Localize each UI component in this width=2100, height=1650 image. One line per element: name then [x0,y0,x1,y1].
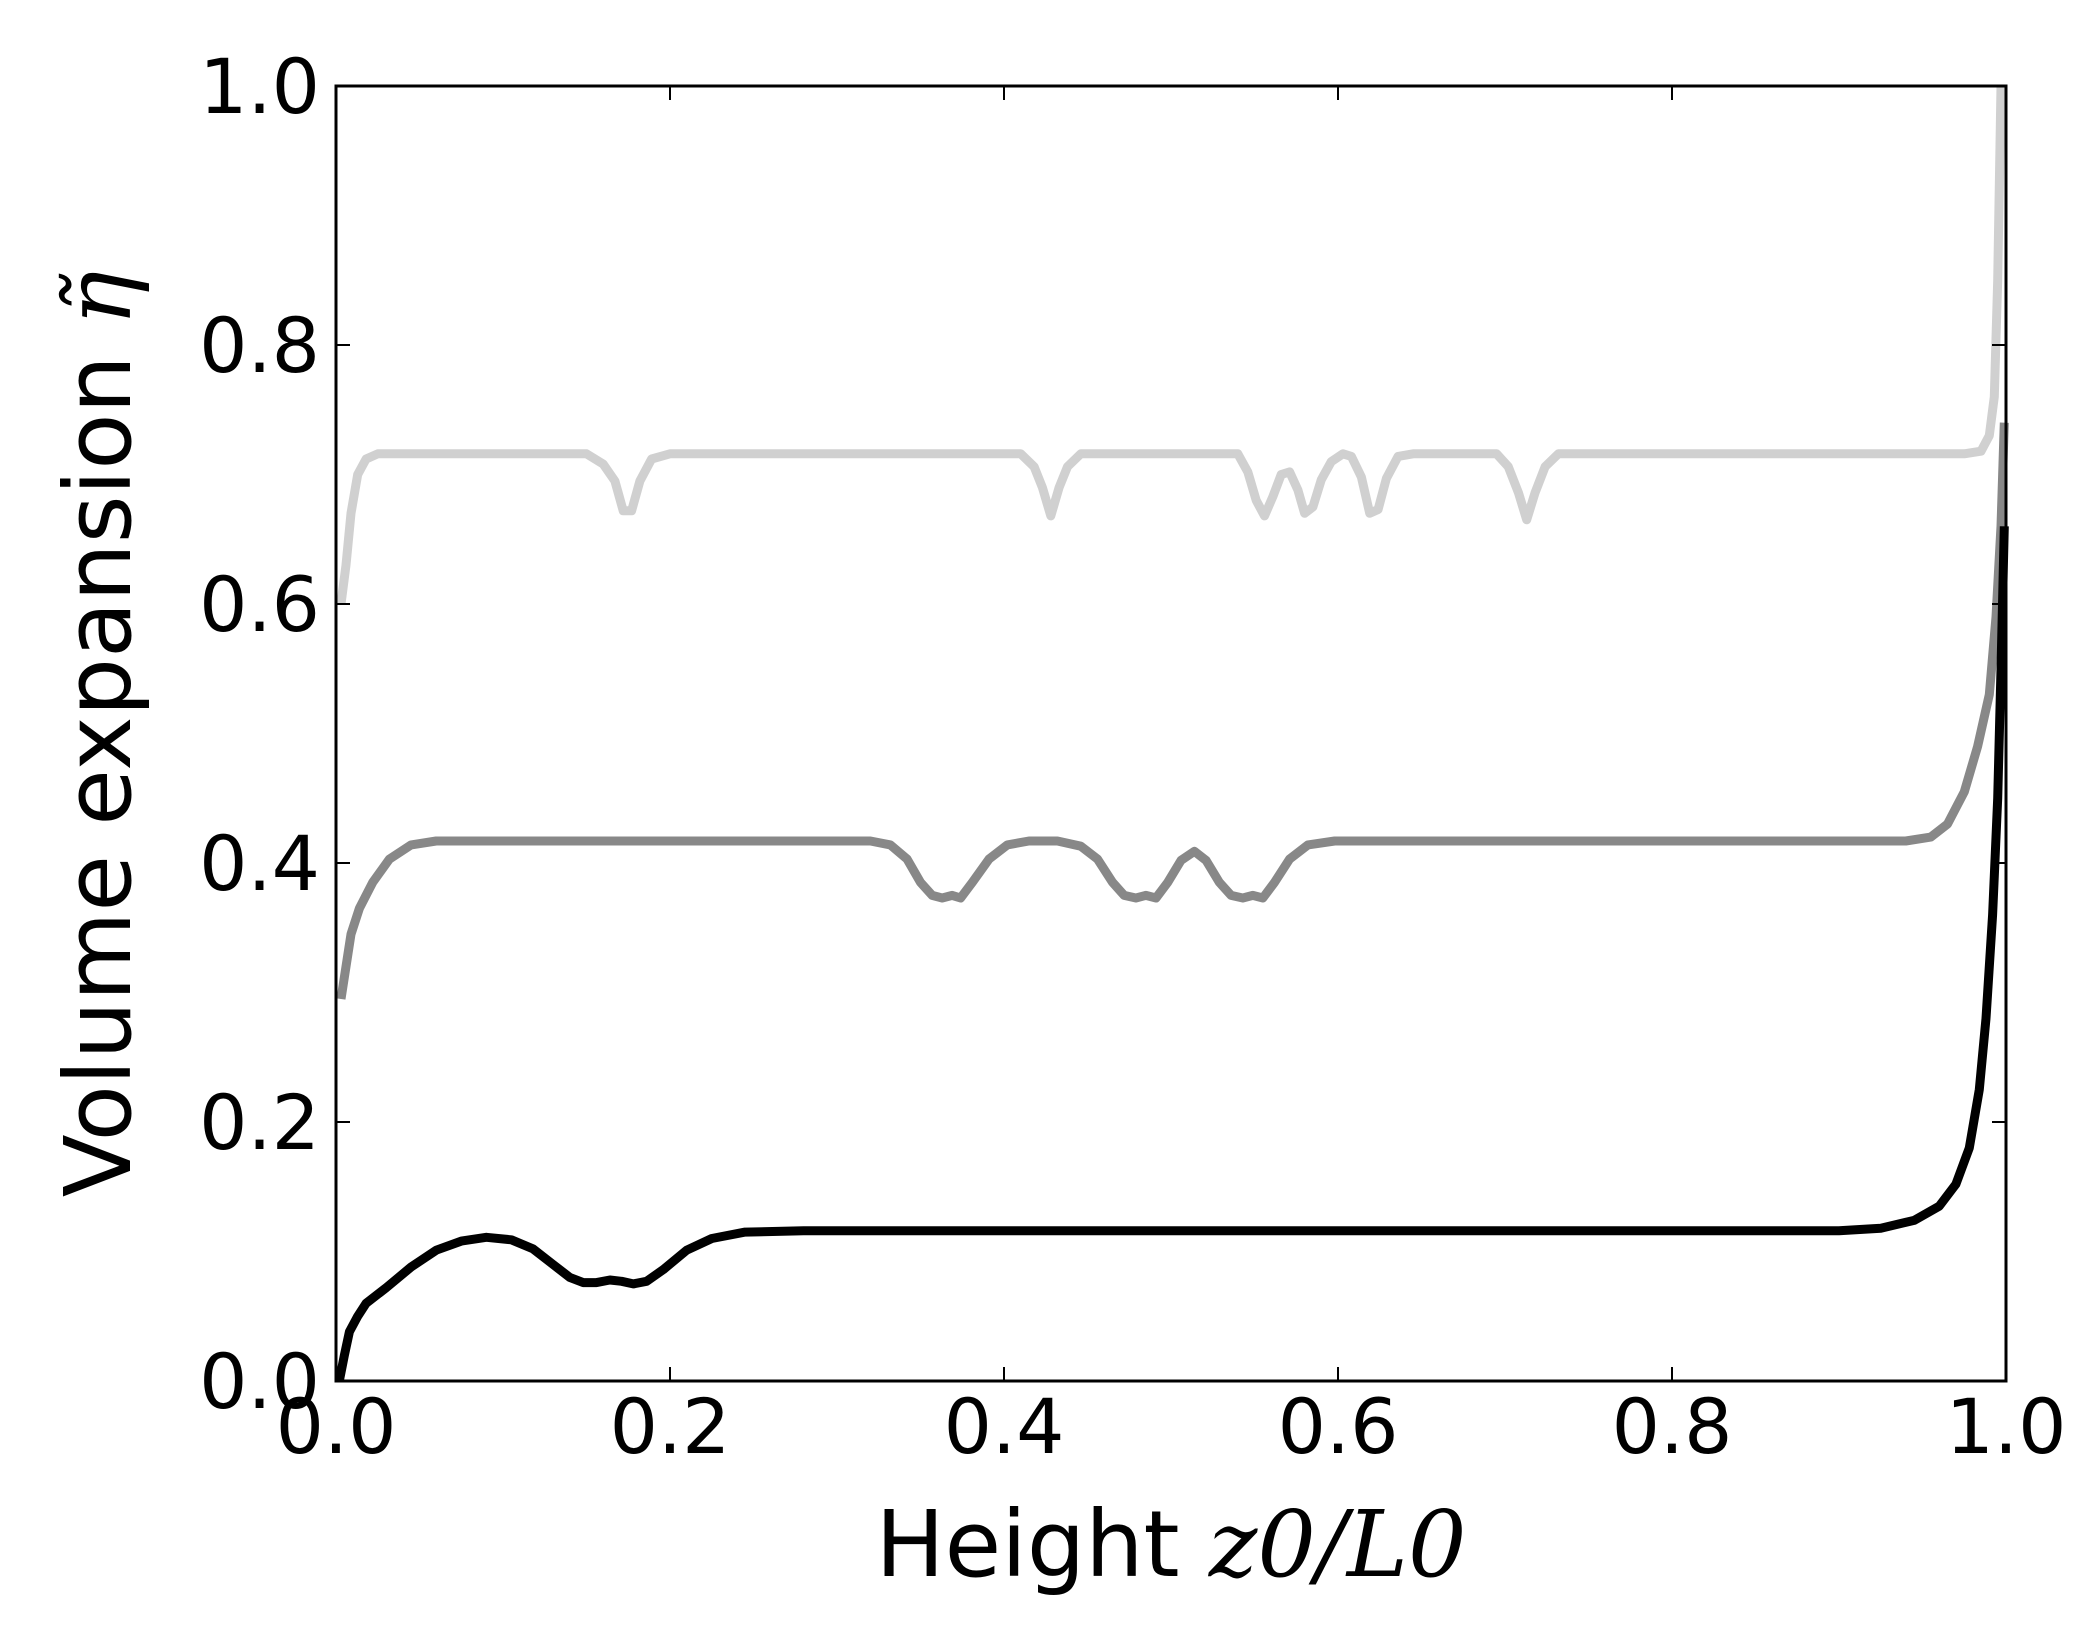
series-line-2 [336,422,2009,1000]
y-tick-label: 0.8 [199,301,320,390]
x-tick-label: 0.8 [1612,1382,1733,1471]
x-tick-label: 0.2 [610,1382,731,1471]
y-axis-label-math: η̃ [45,271,152,326]
y-tick-label: 0.4 [199,819,320,908]
x-axis-label-text: Height [875,1491,1208,1598]
series-line-3 [334,526,2009,1382]
y-tick-label: 1.0 [199,42,320,131]
y-tick-label: 0.6 [199,560,320,649]
y-tick-label: 0.2 [199,1078,320,1167]
y-axis-title: Volume expansion η̃ [45,271,152,1197]
x-axis-label-math: z0/L0 [1208,1491,1467,1598]
x-tick-label: 0.6 [1278,1382,1399,1471]
x-tick-label: 1.0 [1946,1382,2067,1471]
series-line-1 [336,85,2006,605]
x-axis-title: Height z0/L0 [875,1491,1466,1598]
plot-lines [334,85,2009,1382]
y-ticks: 0.0 0.2 0.4 0.6 0.8 1.0 [199,42,2006,1426]
y-axis-label-text: Volume expansion [45,326,152,1197]
y-tick-label: 0.0 [199,1337,320,1426]
x-tick-label: 0.4 [944,1382,1065,1471]
plot-frame [334,84,2008,1383]
x-tick-label: 0.0 [276,1382,397,1471]
x-ticks: 0.0 0.2 0.4 0.6 0.8 1.0 [276,86,2067,1471]
